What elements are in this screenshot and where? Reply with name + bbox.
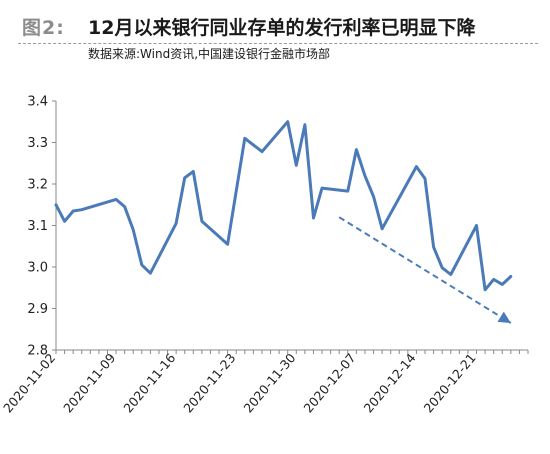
data-source-note: 数据来源:Wind资讯,中国建设银行金融市场部 [88, 47, 331, 61]
y-tick-label: 3.0 [27, 261, 48, 276]
figure-header: 图2: 12月以来银行同业存单的发行利率已明显下降 数据来源:Wind资讯,中国… [0, 0, 550, 62]
x-tick-label: 2020-11-30 [240, 350, 298, 415]
y-axis-ticks: 2.8 2.9 3.0 3.1 3.2 3.3 3.4 [27, 95, 56, 359]
x-tick-label: 2020-11-23 [180, 350, 238, 415]
plot-area [54, 120, 513, 324]
x-tick-label: 2020-11-16 [120, 350, 178, 415]
y-tick-label: 3.3 [27, 136, 48, 151]
figure-title: 12月以来银行同业存单的发行利率已明显下降 [88, 17, 476, 39]
x-tick-label: 2020-11-09 [60, 350, 118, 415]
figure-label: 图2: [22, 17, 65, 39]
trend-arrow-head [497, 311, 511, 324]
trend-arrow-line [338, 216, 512, 324]
x-tick-label: 2020-12-21 [421, 350, 479, 415]
y-tick-label: 3.4 [27, 95, 48, 110]
x-tick-label: 2020-12-14 [361, 350, 419, 415]
x-tick-label: 2020-12-07 [300, 350, 358, 415]
y-tick-label: 3.1 [27, 219, 48, 234]
y-tick-label: 2.9 [27, 302, 48, 317]
x-axis-ticks: 2020-11-02 2020-11-09 2020-11-16 2020-11-23… [0, 350, 529, 416]
y-tick-label: 2.8 [27, 344, 48, 359]
y-tick-label: 3.2 [27, 178, 48, 193]
series-line [54, 120, 513, 292]
x-tick-label: 2020-11-02 [0, 350, 58, 415]
header-divider [18, 43, 538, 44]
